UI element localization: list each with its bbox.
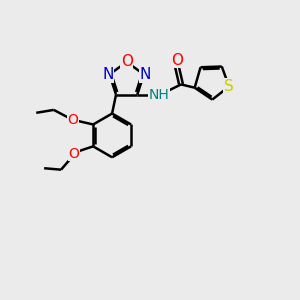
Text: O: O bbox=[171, 53, 183, 68]
Text: N: N bbox=[140, 67, 151, 82]
Text: O: O bbox=[121, 54, 133, 69]
Text: NH: NH bbox=[149, 88, 170, 102]
Text: N: N bbox=[102, 67, 114, 82]
Text: S: S bbox=[224, 79, 234, 94]
Text: O: O bbox=[67, 113, 78, 127]
Text: O: O bbox=[69, 147, 80, 160]
